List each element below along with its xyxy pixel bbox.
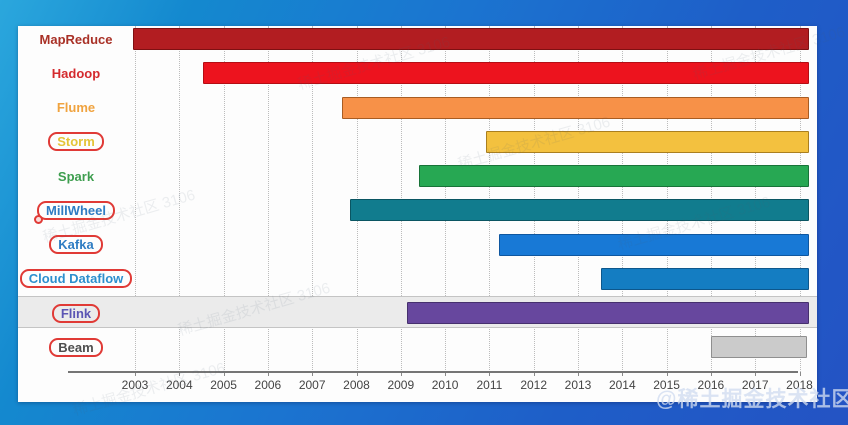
annotation-box-millwheel: MillWheel (34, 200, 115, 224)
tick-label-2012: 2012 (520, 378, 548, 392)
tickmark-2010 (445, 372, 447, 376)
row-label-text-beam: Beam (58, 339, 94, 355)
tick-label-2017: 2017 (741, 378, 769, 392)
gridline-2004 (179, 26, 181, 372)
tickmark-2007 (312, 372, 314, 376)
bar-flink (407, 302, 809, 325)
tick-label-2014: 2014 (608, 378, 636, 392)
tickmark-2013 (578, 372, 579, 376)
gridline-2014 (622, 26, 624, 372)
gridline-2009 (400, 26, 402, 372)
annotation-box-kafka: Kafka (49, 235, 103, 255)
tick-label-2006: 2006 (254, 378, 282, 392)
annotation-box-flink: Flink (51, 303, 101, 323)
row-label-mapreduce: MapReduce (18, 28, 134, 50)
gridline-2012 (533, 26, 535, 372)
bar-storm (485, 130, 809, 153)
gridline-2018 (799, 26, 801, 372)
tickmark-2011 (489, 372, 491, 376)
tick-label-2016: 2016 (697, 378, 725, 392)
tickmark-2017 (755, 372, 757, 376)
row-label-text-hadoop: Hadoop (51, 65, 101, 81)
tickmark-2008 (356, 372, 358, 376)
tickmark-2018 (799, 372, 801, 376)
row-label-millwheel: MillWheel (18, 199, 134, 224)
row-label-storm: Storm (18, 131, 134, 153)
tick-label-2003: 2003 (121, 378, 149, 392)
gridline-2017 (755, 26, 757, 372)
tick-label-2008: 2008 (343, 378, 370, 392)
bar-spark (418, 165, 809, 188)
tick-label-2015: 2015 (653, 378, 680, 392)
gridline-2013 (578, 26, 579, 372)
row-label-text-flink: Flink (60, 305, 92, 321)
bar-mapreduce (132, 28, 809, 50)
row-label-hadoop: Hadoop (18, 62, 134, 84)
gridline-2007 (312, 26, 314, 372)
tickmark-2003 (135, 372, 136, 376)
row-label-cloud-dataflow: Cloud Dataflow (18, 268, 134, 290)
tickmark-2004 (179, 372, 181, 376)
row-label-beam: Beam (18, 336, 134, 358)
row-label-text-cloud-dataflow: Cloud Dataflow (28, 271, 124, 287)
tick-label-2005: 2005 (210, 378, 237, 392)
gridline-2008 (356, 26, 358, 372)
bar-hadoop (202, 62, 809, 85)
row-label-text-storm: Storm (57, 134, 95, 150)
tickmark-2009 (400, 372, 402, 376)
x-axis-line (68, 371, 798, 373)
tick-label-2004: 2004 (165, 378, 193, 392)
tickmark-2016 (710, 372, 712, 376)
bar-kafka (499, 233, 809, 256)
row-label-text-mapreduce: MapReduce (39, 31, 113, 47)
gridline-2011 (489, 26, 491, 372)
annotation-box-cloud-dataflow: Cloud Dataflow (19, 269, 133, 289)
tickmark-2006 (267, 372, 269, 376)
annotation-dot-millwheel (34, 214, 44, 224)
row-label-text-kafka: Kafka (58, 237, 94, 253)
row-label-text-spark: Spark (57, 168, 95, 184)
gridline-2003 (135, 26, 136, 372)
tick-label-2007: 2007 (298, 378, 326, 392)
tick-label-2011: 2011 (476, 378, 503, 392)
gridline-2005 (223, 26, 225, 372)
annotation-box-storm: Storm (48, 132, 104, 152)
tickmark-2005 (223, 372, 225, 376)
row-label-flink: Flink (18, 302, 134, 324)
row-label-kafka: Kafka (18, 234, 134, 256)
row-label-text-millwheel: MillWheel (46, 202, 106, 218)
tick-label-2013: 2013 (564, 378, 592, 392)
tick-label-2009: 2009 (387, 378, 415, 392)
bar-flume (341, 96, 809, 119)
watermark-bottom-right: @稀土掘金技术社区 (656, 388, 848, 411)
annotation-box-beam: Beam (49, 337, 103, 357)
row-label-text-flume: Flume (56, 100, 96, 116)
gridline-2016 (710, 26, 712, 372)
tickmark-2015 (666, 372, 668, 376)
gridline-2006 (267, 26, 269, 372)
tickmark-2012 (533, 372, 535, 376)
gridline-2015 (666, 26, 668, 372)
gridline-2010 (445, 26, 447, 372)
row-label-flume: Flume (18, 97, 134, 119)
bar-millwheel (349, 199, 809, 222)
row-label-spark: Spark (18, 165, 134, 187)
tick-label-2010: 2010 (431, 378, 459, 392)
bar-beam (710, 336, 808, 359)
tickmark-2014 (622, 372, 624, 376)
bar-cloud-dataflow (601, 267, 809, 290)
chart-panel: MapReduce Hadoop Flume Storm Spark MillWheel K… (18, 26, 817, 402)
tick-label-2018: 2018 (786, 378, 813, 392)
